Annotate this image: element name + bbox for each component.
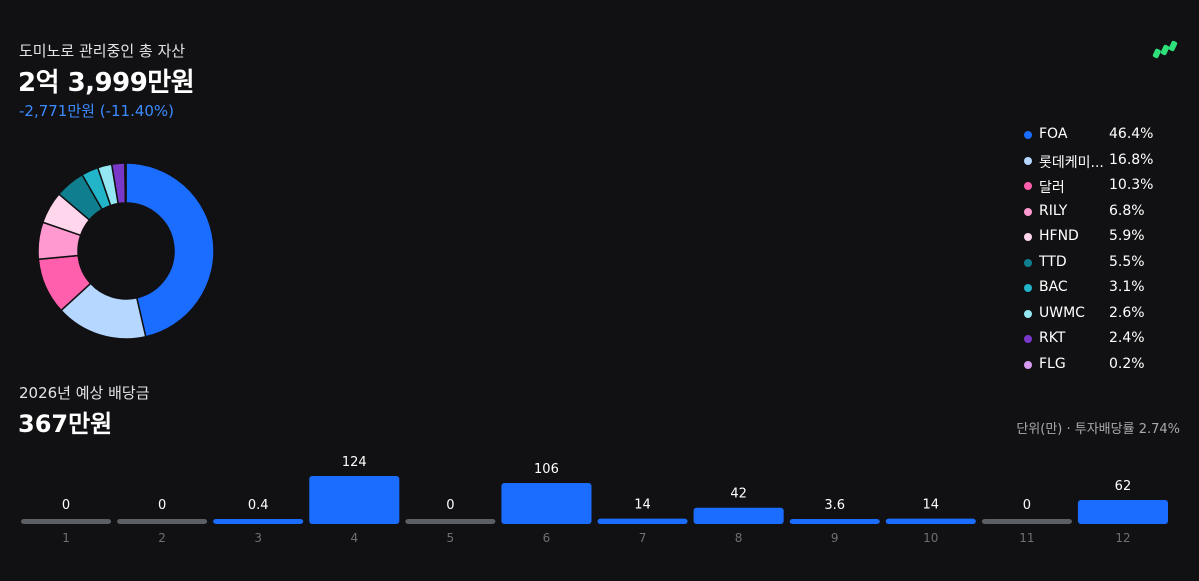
bar-month-10 bbox=[885, 518, 976, 524]
x-tick-label: 6 bbox=[543, 531, 551, 545]
x-tick-label: 2 bbox=[158, 531, 166, 545]
legend-item: RILY 6.8% bbox=[1024, 201, 1184, 227]
bar-month-6 bbox=[501, 482, 592, 524]
bar-value-label: 124 bbox=[342, 455, 367, 470]
legend-item-percent: 10.3% bbox=[1109, 177, 1154, 193]
legend-item: UWMC 2.6% bbox=[1024, 303, 1184, 329]
allocation-legend: FOA 46.4% 롯데케미... 16.8% 달러 10.3% RILY 6.8% HFND 5… bbox=[1024, 124, 1184, 379]
legend-item-name: UWMC bbox=[1039, 304, 1085, 321]
bar-month-5 bbox=[405, 519, 496, 524]
x-tick-label: 10 bbox=[923, 531, 938, 545]
legend-dot-icon bbox=[1024, 258, 1032, 267]
bar-month-4 bbox=[309, 476, 400, 524]
legend-item-percent: 3.1% bbox=[1109, 279, 1145, 295]
x-tick-label: 8 bbox=[735, 531, 743, 545]
legend-item: BAC 3.1% bbox=[1024, 277, 1184, 303]
bar-month-7 bbox=[597, 518, 688, 524]
legend-item-percent: 16.8% bbox=[1109, 151, 1154, 168]
bar-value-label: 62 bbox=[1115, 479, 1132, 494]
bar-value-label: 14 bbox=[634, 498, 651, 513]
bar-month-8 bbox=[693, 507, 784, 524]
legend-item: TTD 5.5% bbox=[1024, 252, 1184, 278]
x-tick-label: 4 bbox=[350, 531, 358, 545]
x-tick-label: 11 bbox=[1019, 531, 1034, 545]
unit-note: 단위(만) · 투자배당률 2.74% bbox=[1016, 422, 1180, 437]
legend-dot-icon bbox=[1024, 309, 1032, 318]
x-tick-label: 3 bbox=[254, 531, 262, 545]
legend-item-percent: 5.9% bbox=[1109, 228, 1145, 244]
bar-value-label: 42 bbox=[730, 487, 747, 502]
bar-month-9 bbox=[789, 519, 880, 524]
legend-dot-icon bbox=[1024, 131, 1032, 139]
x-tick-label: 1 bbox=[62, 531, 70, 545]
x-tick-label: 9 bbox=[831, 531, 839, 545]
legend-dot-icon bbox=[1024, 335, 1032, 343]
bar-month-1 bbox=[21, 519, 112, 524]
dividend-label: 2026년 예상 배당금 bbox=[19, 384, 150, 402]
legend-dot-icon bbox=[1024, 207, 1032, 216]
legend-item-name: TTD bbox=[1039, 253, 1067, 270]
legend-item: 달러 10.3% bbox=[1024, 175, 1184, 201]
legend-item: RKT 2.4% bbox=[1024, 328, 1184, 354]
legend-item-name: 달러 bbox=[1039, 180, 1065, 196]
bar-month-2 bbox=[117, 519, 208, 524]
dividend-value: 367만원 bbox=[18, 410, 113, 438]
total-assets-label: 도미노로 관리중인 총 자산 bbox=[19, 42, 186, 60]
bar-value-label: 0 bbox=[62, 498, 70, 513]
total-assets-change: -2,771만원 (-11.40%) bbox=[19, 102, 175, 120]
allocation-donut-chart bbox=[37, 162, 215, 340]
x-tick-label: 5 bbox=[447, 531, 455, 545]
legend-item-name: RKT bbox=[1039, 330, 1066, 346]
donut-slice-0 bbox=[125, 162, 215, 338]
bar-value-label: 106 bbox=[534, 462, 559, 477]
bar-value-label: 0.4 bbox=[248, 498, 269, 513]
legend-item-name: RILY bbox=[1039, 202, 1068, 219]
x-tick-label: 7 bbox=[639, 531, 647, 545]
legend-item: 롯데케미... 16.8% bbox=[1024, 150, 1184, 176]
legend-dot-icon bbox=[1024, 182, 1032, 190]
legend-dot-icon bbox=[1024, 233, 1032, 241]
bar-month-3 bbox=[213, 519, 304, 524]
legend-dot-icon bbox=[1024, 360, 1032, 369]
legend-item-percent: 5.5% bbox=[1109, 253, 1145, 270]
legend-item-percent: 46.4% bbox=[1109, 126, 1154, 142]
bar-month-11 bbox=[981, 519, 1072, 524]
bar-value-label: 0 bbox=[446, 498, 454, 513]
legend-item-name: FOA bbox=[1039, 126, 1068, 142]
x-tick-label: 12 bbox=[1115, 531, 1130, 545]
legend-item-percent: 6.8% bbox=[1109, 202, 1145, 219]
legend-item-name: 롯데케미... bbox=[1039, 154, 1104, 171]
legend-item-percent: 2.6% bbox=[1109, 304, 1145, 321]
legend-item-name: BAC bbox=[1039, 279, 1068, 295]
legend-item-percent: 0.2% bbox=[1109, 355, 1145, 372]
legend-dot-icon bbox=[1024, 284, 1032, 292]
total-assets-value: 2억 3,999만원 bbox=[18, 68, 195, 98]
legend-dot-icon bbox=[1024, 156, 1032, 165]
legend-item-name: FLG bbox=[1039, 355, 1066, 372]
legend-item-percent: 2.4% bbox=[1109, 330, 1145, 346]
bar-value-label: 14 bbox=[923, 498, 940, 513]
legend-item: FOA 46.4% bbox=[1024, 124, 1184, 150]
bar-value-label: 0 bbox=[158, 498, 166, 513]
domino-logo-icon bbox=[1152, 40, 1178, 59]
bar-value-label: 0 bbox=[1023, 498, 1031, 513]
bar-month-12 bbox=[1077, 500, 1168, 524]
legend-item: FLG 0.2% bbox=[1024, 354, 1184, 380]
legend-item: HFND 5.9% bbox=[1024, 226, 1184, 252]
legend-item-name: HFND bbox=[1039, 228, 1079, 244]
donut-slice-9 bbox=[124, 162, 127, 204]
bar-value-label: 3.6 bbox=[824, 498, 845, 513]
